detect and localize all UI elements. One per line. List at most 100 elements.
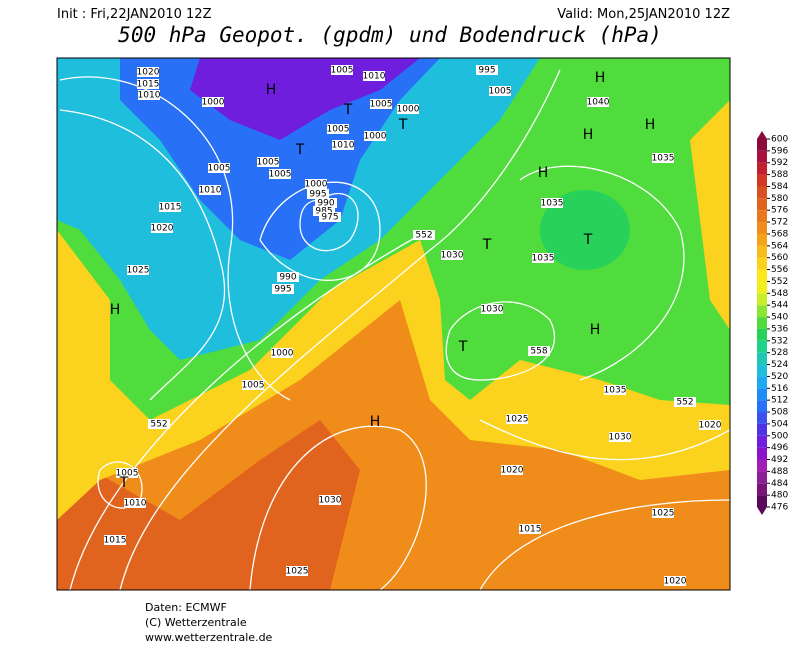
isobar-label: 995 [478,66,495,76]
colorbar-bin [757,352,767,365]
isobar-label: 1000 [397,105,420,115]
isobar [519,165,685,381]
colorbar-label: 516 [771,384,788,394]
isobar [69,234,421,590]
colorbar-label: 532 [771,336,788,346]
label-box [664,576,686,586]
colorbar-cap [757,131,767,139]
label-box [331,65,353,75]
isobar-label: 1010 [199,186,222,196]
isobar-label: 1010 [124,499,147,509]
pressure-center: T [398,117,408,133]
colorbar-label: 540 [771,313,788,323]
isobar-label: 1020 [137,68,160,78]
isobar [59,76,291,401]
isobar-label: 552 [415,231,432,241]
isobar-label: 995 [274,285,291,295]
isobar-label: 1030 [609,433,632,443]
label-box [652,508,674,518]
isobar [445,301,556,381]
purple-area [190,58,420,140]
colorbar-label: 584 [771,182,788,192]
colorbar-label: 480 [771,491,788,501]
colorbar-label: 484 [771,479,788,489]
colorbar-bin [757,281,767,294]
pressure-center: H [645,117,656,133]
pressure-center: H [110,302,121,318]
colorbar-label: 576 [771,206,788,216]
colorbar-bin [757,400,767,413]
label-box [481,304,503,314]
pressure-center: T [343,102,353,118]
isobar-label: 1040 [587,98,610,108]
colorbar-bin [757,150,767,163]
label-box [476,65,498,75]
footer-text: www.wetterzentrale.de [145,631,273,644]
colorbar-label: 572 [771,218,788,228]
pressure-center: H [538,165,549,181]
isobar-label: 1005 [257,158,280,168]
footer-text: Daten: ECMWF [145,601,227,614]
colorbar-bin [757,376,767,389]
isobar-label: 1025 [506,415,529,425]
label-box [319,212,341,222]
colorbar-label: 556 [771,265,788,275]
isobar-label: 1005 [327,125,350,135]
pressure-center: T [583,232,593,248]
colorbar-label: 504 [771,419,788,429]
colorbar-label: 592 [771,158,788,168]
colorbar-label: 560 [771,253,788,263]
colorbar-bin [757,364,767,377]
isobar-label: 1030 [319,496,342,506]
pressure-center: H [583,127,594,143]
colorbar-label: 596 [771,146,788,156]
isobar-label: 1005 [116,469,139,479]
colorbar-bin [757,471,767,484]
label-box [652,153,674,163]
green-cell [540,190,630,270]
colorbar-label: 524 [771,360,788,370]
isobar-label: 552 [676,398,693,408]
label-box [137,67,159,77]
label-box [315,198,337,208]
colorbar-bin [757,186,767,199]
label-box [489,86,511,96]
colorbar-label: 580 [771,194,788,204]
label-box [501,465,523,475]
colorbar-label: 568 [771,229,788,239]
isobar-label: 1020 [699,421,722,431]
label-box [305,179,327,189]
isobar-label: 1025 [127,266,150,276]
isobar-label: 995 [309,190,326,200]
label-box [413,230,435,240]
colorbar-bin [757,483,767,496]
label-box [327,124,349,134]
colorbar-bin [757,210,767,223]
label-box [272,284,294,294]
isobar-label: 1005 [242,381,265,391]
label-box [199,185,221,195]
valid-time: Valid: Mon,25JAN2010 12Z [557,7,730,22]
isobar-label: 1035 [541,199,564,209]
colorbar-bin [757,412,767,424]
label-box [151,223,173,233]
isobar-label: 1015 [104,536,127,546]
isobar-label: 1015 [519,525,542,535]
colorbar-label: 588 [771,170,788,180]
label-box [307,189,329,199]
label-box [332,140,354,150]
pressure-center: T [119,475,129,491]
isobar-label: 552 [150,420,167,430]
label-box [604,385,626,395]
label-box [208,163,230,173]
pressure-center: H [370,414,381,430]
blue-area [120,58,440,260]
colorbar-bin [757,233,767,246]
isobar-label: 1005 [208,164,231,174]
isobar-label: 1005 [269,170,292,180]
isobar [479,499,730,590]
colorbar-label: 600 [771,135,788,145]
colorbar-label: 544 [771,301,788,311]
